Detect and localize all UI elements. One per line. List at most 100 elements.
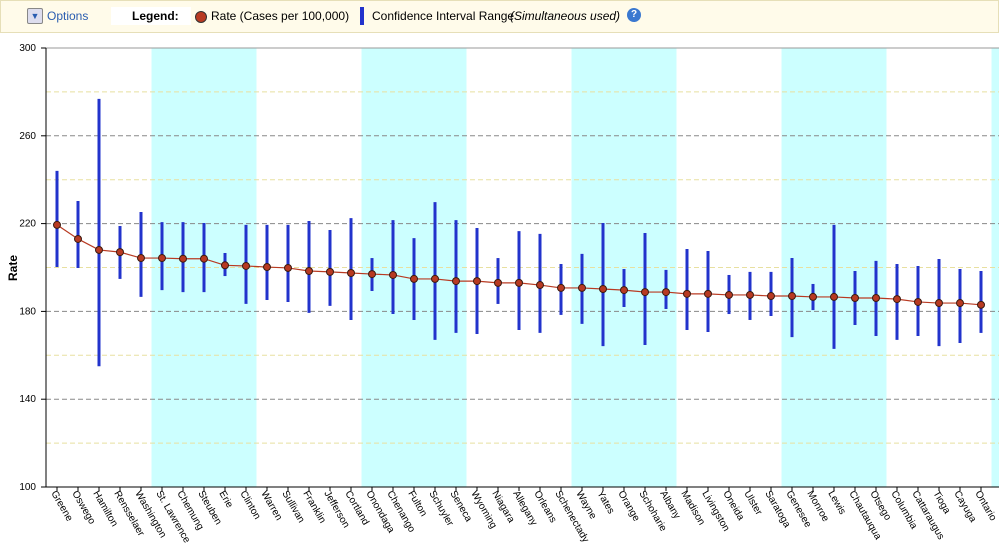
rate-point	[515, 278, 523, 287]
rate-point	[767, 292, 775, 301]
rate-point	[620, 286, 628, 295]
x-tick-label: Sullivan	[279, 489, 306, 525]
x-tick-label: Allegany	[510, 489, 539, 528]
rate-point	[704, 289, 712, 298]
x-tick-label: Jefferson	[321, 489, 351, 530]
x-tick-label: Schuyler	[426, 489, 455, 529]
x-tick-label: Rensselaer	[111, 489, 146, 539]
x-tick-label: St. Lawrence	[153, 489, 192, 543]
rate-point	[347, 268, 355, 277]
x-tick-label: Columbia	[888, 489, 919, 531]
x-tick-label: Schenectady	[552, 489, 590, 543]
rate-point	[221, 261, 229, 270]
rate-point	[473, 277, 481, 286]
x-tick-label: Cayuga	[951, 489, 978, 525]
x-tick-label: Lewis	[825, 489, 847, 517]
x-tick-label: Ulster	[741, 489, 764, 518]
x-tick-label: Washington	[132, 489, 168, 540]
legend-label: Legend:	[132, 9, 179, 23]
rate-point	[284, 263, 292, 272]
band	[361, 48, 467, 487]
band	[151, 48, 257, 487]
rate-line	[56, 224, 982, 306]
y-tick-label: 220	[19, 219, 36, 230]
legend-ci-note: (Simultaneous used)	[510, 9, 621, 23]
x-tick-label: Wyoming	[468, 489, 498, 531]
legend-rate-marker	[195, 11, 207, 23]
rate-point	[557, 283, 565, 292]
rate-point	[326, 267, 334, 276]
rate-point	[431, 274, 439, 283]
chevron: ▼	[27, 8, 43, 24]
band	[571, 48, 677, 487]
rate-point	[872, 294, 880, 303]
x-tick-label: Wayne	[573, 489, 598, 522]
x-tick-label: Niagara	[489, 489, 516, 525]
rate-point	[536, 281, 544, 290]
rate-point	[746, 290, 754, 299]
rate-point	[683, 289, 691, 298]
rate-point	[956, 299, 964, 308]
x-tick-label: Steuben	[195, 489, 223, 527]
x-tick-label: Chautauqua	[846, 489, 883, 542]
rate-point	[410, 274, 418, 283]
x-tick-label: Erie	[216, 489, 235, 510]
legend-rate: Rate (Cases per 100,000)	[211, 9, 350, 23]
band	[781, 48, 887, 487]
rate-point	[263, 263, 271, 272]
rate-point	[893, 295, 901, 304]
x-tick-label: Franklin	[300, 489, 327, 525]
rate-point	[452, 277, 460, 286]
x-tick-label: Seneca	[447, 489, 474, 524]
rate-point	[158, 254, 166, 263]
rate-point	[494, 278, 502, 287]
rate-point	[809, 292, 817, 301]
x-tick-label: Hamilton	[90, 489, 119, 529]
rate-point	[578, 283, 586, 292]
x-tick-label: Clinton	[237, 489, 262, 521]
x-tick-label: Orleans	[531, 489, 558, 525]
x-tick-label: Chenango	[384, 489, 417, 535]
rate-point	[368, 270, 376, 279]
options-button[interactable]: ▼ Options	[25, 6, 95, 26]
x-tick-label: Otsego	[867, 489, 893, 523]
x-tick-label: Saratoga	[762, 489, 792, 530]
x-tick-label: Albany	[657, 489, 682, 521]
x-tick-label: Yates	[594, 489, 616, 516]
rate-point	[851, 294, 859, 303]
x-tick-label: Livingston	[699, 489, 731, 533]
rate-point	[305, 267, 313, 276]
x-tick-label: Schoharie	[636, 489, 668, 534]
rate-point	[200, 254, 208, 263]
rate-point	[641, 288, 649, 297]
options-label: Options	[47, 9, 89, 23]
x-tick-label: Orange	[615, 489, 641, 524]
x-tick-label: Oswego	[69, 489, 97, 527]
y-axis-label: Rate	[6, 255, 20, 281]
rate-point	[95, 245, 103, 254]
x-tick-label: Cattaraugus	[909, 489, 946, 542]
rate-point	[830, 292, 838, 301]
legend-bg	[111, 7, 191, 25]
x-tick-label: Genesee	[783, 489, 813, 530]
help-icon[interactable]: ?	[627, 8, 641, 22]
rate-point	[53, 220, 61, 229]
x-tick-label: Onondaga	[363, 489, 396, 535]
legend-ci-marker	[360, 7, 364, 25]
y-tick-label: 140	[19, 394, 36, 405]
x-tick-label: Chemung	[174, 489, 205, 532]
x-tick-label: Oneida	[720, 489, 746, 523]
x-tick-label: Cortland	[342, 489, 370, 527]
legend-ci: Confidence Interval Range	[372, 9, 515, 23]
y-tick-label: 300	[19, 43, 36, 54]
rate-point	[599, 285, 607, 294]
rate-point	[662, 288, 670, 297]
x-tick-label: Fulton	[405, 489, 428, 519]
rate-point	[935, 299, 943, 308]
x-tick-label: Greene	[48, 489, 74, 524]
rate-point	[179, 254, 187, 263]
rate-point	[74, 234, 82, 243]
x-tick-label: Monroe	[804, 489, 831, 524]
